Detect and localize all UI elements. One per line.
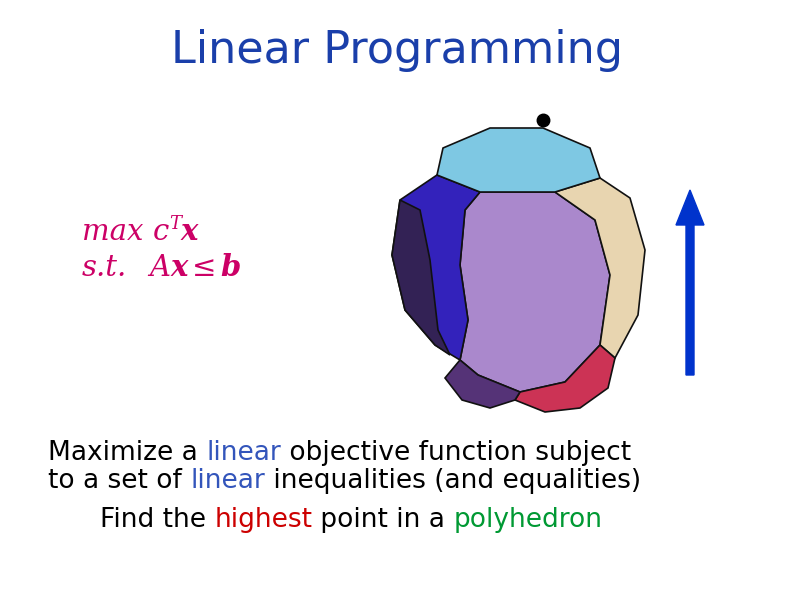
Text: Linear Programming: Linear Programming: [171, 29, 623, 71]
Polygon shape: [392, 200, 450, 355]
Text: Maximize a: Maximize a: [48, 440, 206, 466]
Text: Find the: Find the: [100, 507, 214, 533]
Polygon shape: [392, 175, 480, 360]
Polygon shape: [460, 192, 610, 392]
Text: polyhedron: polyhedron: [453, 507, 603, 533]
FancyArrow shape: [676, 190, 704, 375]
Text: c: c: [152, 218, 169, 246]
Text: x: x: [170, 253, 187, 283]
Text: highest: highest: [214, 507, 312, 533]
Text: b: b: [220, 253, 241, 283]
Text: point in a: point in a: [312, 507, 453, 533]
Text: to a set of: to a set of: [48, 468, 191, 494]
Text: ≤: ≤: [191, 254, 216, 282]
Text: T: T: [169, 215, 181, 233]
Polygon shape: [445, 360, 520, 408]
Polygon shape: [515, 345, 615, 412]
Polygon shape: [437, 128, 600, 192]
Polygon shape: [555, 178, 645, 358]
Text: objective function subject: objective function subject: [281, 440, 631, 466]
Text: s.t.: s.t.: [82, 254, 127, 282]
Text: inequalities (and equalities): inequalities (and equalities): [265, 468, 641, 494]
Text: x: x: [181, 218, 198, 246]
Text: linear: linear: [206, 440, 281, 466]
Text: max: max: [82, 218, 152, 246]
Text: linear: linear: [191, 468, 265, 494]
Text: A: A: [149, 254, 170, 282]
